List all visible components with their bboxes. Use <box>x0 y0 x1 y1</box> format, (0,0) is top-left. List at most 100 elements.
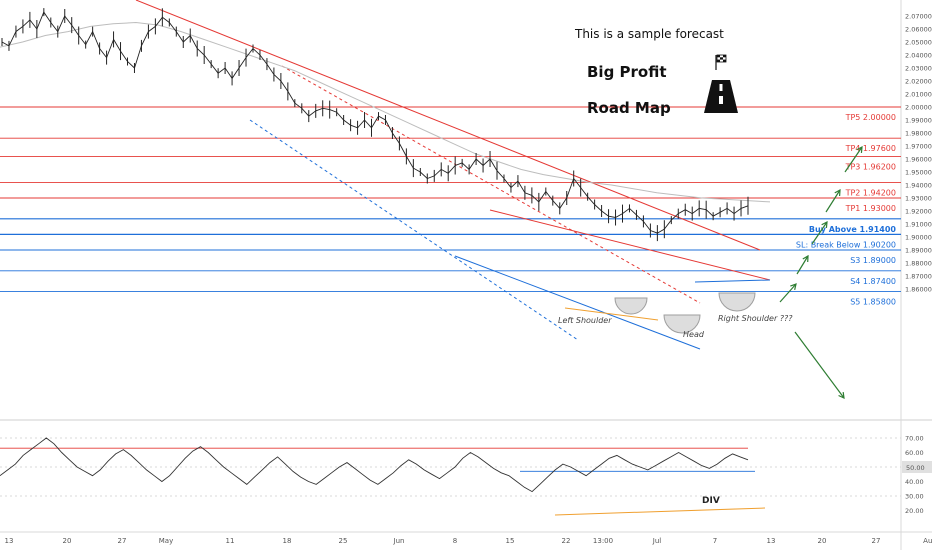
level-label-7: S3 1.89000 <box>850 256 896 265</box>
price-tick-label: 1.86000 <box>905 286 932 294</box>
right-shoulder-line <box>694 279 771 283</box>
price-tick-label: 1.87000 <box>905 273 932 281</box>
time-tick-label: 27 <box>118 537 127 545</box>
level-label-2: TP3 1.96200 <box>845 162 896 171</box>
price-axis-labels: 2.07000 2.06000 2.05000 2.04000 2.03000 2.020… <box>905 13 932 516</box>
level-label-0: TP5 2.00000 <box>845 113 896 122</box>
left-shoulder-mark <box>614 297 648 315</box>
time-tick-label: Jul <box>652 537 662 545</box>
neckline-trendline <box>489 209 771 281</box>
price-tick-label: 1.93000 <box>905 195 932 203</box>
left-shoulder-label: Left Shoulder <box>558 316 612 325</box>
time-tick-label: Jun <box>393 537 405 545</box>
projection-arrowhead-5 <box>838 391 845 400</box>
level-label-9: S5 1.85800 <box>850 298 896 307</box>
checkered-flag-icon <box>715 54 727 70</box>
price-tick-label: 2.00000 <box>905 104 932 112</box>
time-tick-label: 27 <box>872 537 881 545</box>
header-line2: Big Profit <box>587 63 667 81</box>
price-tick-label: 2.05000 <box>905 39 932 47</box>
price-tick-label: 1.89000 <box>905 247 932 255</box>
price-tick-label: 1.91000 <box>905 221 932 229</box>
rsi-panel: 50.00 <box>0 437 932 516</box>
main-resistance-trendline <box>135 0 761 251</box>
hs-pattern <box>614 292 756 334</box>
level-label-1: TP4 1.97600 <box>845 144 896 153</box>
price-tick-label: 2.02000 <box>905 78 932 86</box>
projection-arrowhead-2 <box>821 220 828 229</box>
head-mark <box>663 314 701 334</box>
rsi-tick-label: 70.00 <box>905 435 924 443</box>
projection-arrow-0 <box>779 283 797 303</box>
price-tick-label: 2.07000 <box>905 13 932 21</box>
head-label: Head <box>683 330 705 339</box>
projection-arrowhead-1 <box>802 254 809 263</box>
price-tick-label: 2.06000 <box>905 26 932 34</box>
level-label-6: SL: Break Below 1.90200 <box>796 240 896 249</box>
time-tick-label: 15 <box>506 537 515 545</box>
time-tick-label: 13 <box>5 537 14 545</box>
right-shoulder-mark <box>718 292 756 312</box>
time-tick-label: Aug <box>923 537 932 545</box>
price-tick-label: 1.95000 <box>905 169 932 177</box>
trendlines <box>135 0 771 350</box>
time-tick-label: May <box>159 537 173 545</box>
moving-average-line <box>0 21 771 203</box>
price-tick-label: 1.90000 <box>905 234 932 242</box>
header-line1: This is a sample forecast <box>574 27 724 41</box>
time-tick-label: 11 <box>226 537 235 545</box>
price-tick-label: 1.96000 <box>905 156 932 164</box>
price-tick-label: 2.04000 <box>905 52 932 60</box>
time-tick-label: 7 <box>713 537 717 545</box>
price-series <box>1 8 749 242</box>
price-tick-label: 1.94000 <box>905 182 932 190</box>
projection-arrow-5 <box>794 331 845 399</box>
price-tick-label: 2.01000 <box>905 91 932 99</box>
projection-arrow-2 <box>811 221 828 245</box>
level-label-4: TP1 1.93000 <box>845 204 896 213</box>
time-tick-label: 22 <box>562 537 571 545</box>
projection-arrow-1 <box>796 255 809 275</box>
level-label-8: S4 1.87400 <box>850 277 896 286</box>
channel-support-trendline <box>454 255 701 350</box>
rsi-current-badge <box>902 461 932 473</box>
head-orange-line <box>564 307 659 321</box>
rsi-tick-label: 60.00 <box>905 449 924 457</box>
time-tick-label: 13 <box>767 537 776 545</box>
price-tick-label: 1.97000 <box>905 143 932 151</box>
price-tick-label: 1.88000 <box>905 260 932 268</box>
projection-arrowhead-3 <box>834 188 841 197</box>
time-axis-labels: 13 20 27 May 11 18 25 Jun 8 15 22 13:00 Jul 7 13 20 27 Au… <box>5 537 932 545</box>
price-tick-label: 1.99000 <box>905 117 932 125</box>
time-tick-label: 20 <box>63 537 72 545</box>
rsi-tick-label: 30.00 <box>905 493 924 501</box>
projection-arrowhead-4 <box>856 145 863 154</box>
rsi-line <box>0 437 749 493</box>
time-tick-label: 13:00 <box>593 537 613 545</box>
time-tick-label: 18 <box>283 537 292 545</box>
rsi-tick-label: 20.00 <box>905 507 924 515</box>
price-line <box>1 11 749 234</box>
moving-average <box>0 21 771 203</box>
header-line3: Road Map <box>587 99 671 117</box>
rsi-div-line <box>554 507 766 516</box>
level-label-5: Buy Above 1.91400 <box>809 225 897 234</box>
time-tick-label: 20 <box>818 537 827 545</box>
right-shoulder-label: Right Shoulder ??? <box>718 314 793 323</box>
div-label: DIV <box>702 496 720 506</box>
rsi-tick-label: 40.00 <box>905 478 924 486</box>
time-tick-label: 25 <box>339 537 348 545</box>
level-lines: TP5 2.00000 TP4 1.97600 TP3 1.96200 TP2 1.9… <box>0 106 901 307</box>
projection-arrows <box>779 145 863 400</box>
time-tick-label: 8 <box>453 537 457 545</box>
price-tick-label: 1.98000 <box>905 130 932 138</box>
projection-arrowhead-0 <box>790 283 797 290</box>
dashed-resistance-trendline <box>281 65 701 304</box>
level-label-3: TP2 1.94200 <box>845 188 896 197</box>
price-tick-label: 1.92000 <box>905 208 932 216</box>
rsi-current-value: 50.00 <box>906 464 925 472</box>
projection-arrow-4 <box>844 146 863 173</box>
road-icon <box>704 80 738 113</box>
